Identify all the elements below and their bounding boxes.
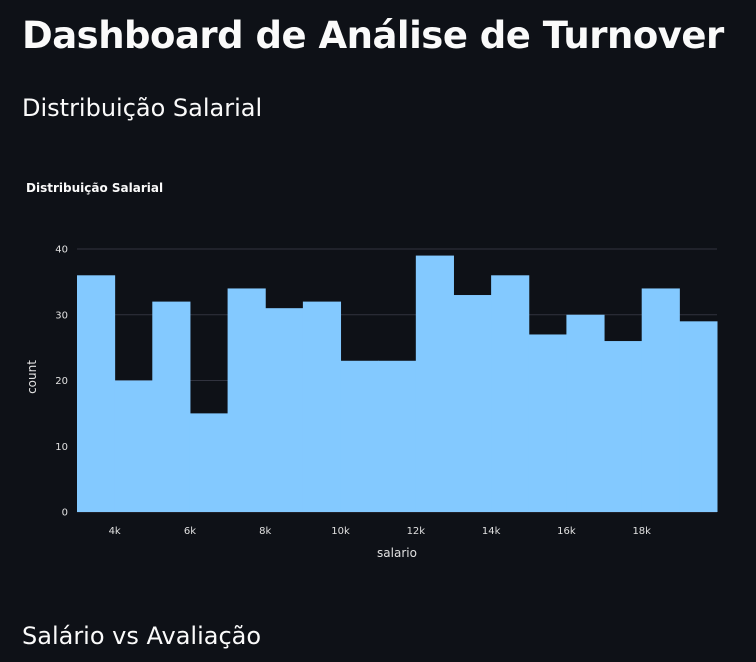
x-tick-label: 16k xyxy=(557,526,576,537)
histogram-bar[interactable] xyxy=(227,288,266,512)
x-tick-label: 12k xyxy=(407,526,426,537)
y-axis-ticks: 0 10 20 30 40 xyxy=(55,245,68,519)
section-header-scatter: Salário vs Avaliação xyxy=(22,622,262,650)
x-tick-label: 14k xyxy=(482,526,501,537)
y-tick-label: 10 xyxy=(55,442,68,453)
histogram-bar[interactable] xyxy=(415,255,454,512)
histogram-bar[interactable] xyxy=(378,360,417,512)
chart-title: Distribuição Salarial xyxy=(26,181,163,195)
histogram-bar[interactable] xyxy=(528,334,567,512)
x-tick-label: 18k xyxy=(632,526,651,537)
y-tick-label: 30 xyxy=(55,310,68,321)
y-tick-label: 20 xyxy=(55,376,68,387)
histogram-bar[interactable] xyxy=(189,413,229,512)
histogram-bar[interactable] xyxy=(340,360,379,512)
page-title: Dashboard de Análise de Turnover xyxy=(22,14,724,57)
y-axis-title: count xyxy=(25,360,39,394)
histogram-bar[interactable] xyxy=(265,308,304,512)
histogram-bar[interactable] xyxy=(566,314,605,512)
histogram-bar[interactable] xyxy=(152,301,191,512)
x-tick-label: 8k xyxy=(259,526,271,537)
salary-histogram-chart[interactable]: Distribuição Salarial 0 10 20 30 40 4k 6k 8k 10… xyxy=(0,160,756,580)
histogram-bar[interactable] xyxy=(114,380,153,513)
histogram-bar[interactable] xyxy=(641,288,680,512)
histogram-bar[interactable] xyxy=(453,295,492,512)
histogram-bar[interactable] xyxy=(77,275,116,512)
y-tick-label: 0 xyxy=(62,508,68,519)
histogram-bar[interactable] xyxy=(604,341,643,512)
x-tick-label: 10k xyxy=(331,526,350,537)
bars xyxy=(77,255,718,513)
section-header-distribution: Distribuição Salarial xyxy=(22,94,263,122)
x-tick-label: 4k xyxy=(109,526,121,537)
histogram-bar[interactable] xyxy=(302,301,342,512)
x-tick-label: 6k xyxy=(184,526,196,537)
y-tick-label: 40 xyxy=(55,245,68,256)
histogram-bar[interactable] xyxy=(679,321,718,512)
x-axis-title: salario xyxy=(377,546,417,560)
x-axis-ticks: 4k 6k 8k 10k 12k 14k 16k 18k xyxy=(109,526,652,537)
histogram-bar[interactable] xyxy=(491,275,530,512)
